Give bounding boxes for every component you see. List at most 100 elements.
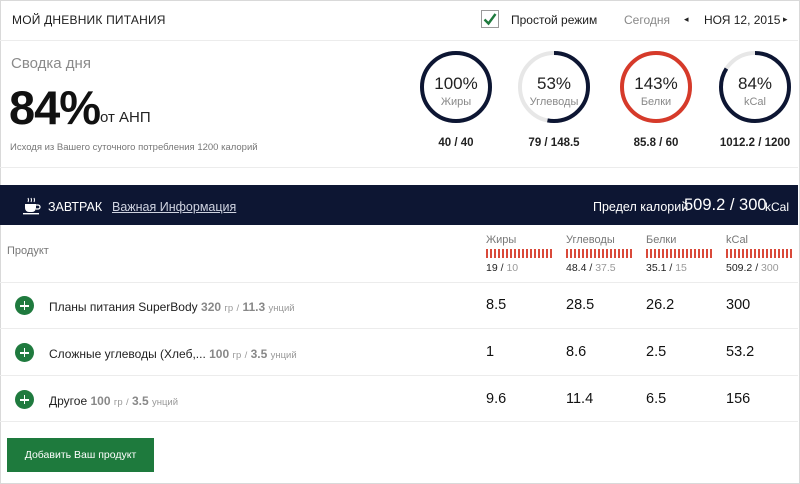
carbs-column-header: Углеводы	[566, 234, 615, 246]
kcal-label: kCal	[743, 96, 766, 108]
carbs-cell: 28.5	[566, 297, 595, 313]
protein-over-limit-bar	[646, 249, 712, 258]
kcal-cell: 156	[726, 391, 751, 407]
fat-limit: 10	[506, 262, 519, 274]
kcal-percent: 84%	[737, 74, 773, 93]
protein-cell: 26.2	[646, 297, 675, 313]
fat-over-limit-bar	[486, 249, 552, 258]
fat-column-totals: 19 / 10	[486, 262, 519, 274]
fat-column-header: Жиры	[486, 234, 517, 246]
simple-mode-label[interactable]: Простой режим	[511, 13, 598, 27]
meal-header	[0, 185, 798, 225]
carbs-eaten: 48.4	[566, 262, 587, 274]
divider	[0, 328, 798, 329]
fat-eaten: 19	[486, 262, 498, 274]
add-your-product-button[interactable]: Добавить Ваш продукт	[7, 438, 154, 472]
add-product-button[interactable]	[15, 390, 34, 409]
protein-cell: 6.5	[646, 391, 667, 407]
protein-value: 85.8 / 60	[633, 137, 679, 149]
grams-unit: гр	[224, 303, 234, 314]
kcal-cell: 300	[726, 297, 751, 313]
product-column-header: Продукт	[7, 245, 49, 257]
fat-cell: 8.5	[486, 297, 507, 313]
add-product-button[interactable]	[15, 343, 34, 362]
kcal-column-header: kCal	[726, 234, 749, 246]
product-ounces: 11.3	[242, 300, 266, 314]
ring-carbs	[517, 50, 591, 129]
carbs-limit: 37.5	[595, 262, 616, 274]
product-ounces: 3.5	[131, 394, 149, 408]
divider	[0, 421, 798, 422]
today-link[interactable]: Сегодня	[624, 13, 670, 27]
prev-day-icon[interactable]: ◂	[684, 14, 689, 24]
ring-protein	[619, 50, 693, 129]
next-day-icon[interactable]: ▸	[783, 14, 788, 24]
product-grams: 100	[90, 394, 111, 408]
carbs-label: Углеводы	[529, 96, 579, 108]
product-name: Сложные углеводы (Хлеб,...	[49, 347, 206, 361]
table-row: Планы питания SuperBody 320 гр / 11.3 ун…	[49, 300, 295, 314]
protein-percent: 143%	[634, 74, 678, 93]
add-product-button[interactable]	[15, 296, 34, 315]
product-grams: 320	[201, 300, 222, 314]
divider	[0, 167, 798, 168]
ounces-unit: унций	[268, 303, 295, 314]
product-ounces: 3.5	[250, 347, 268, 361]
calorie-limit-value: 509.2 / 300	[684, 196, 767, 214]
product-grams: 100	[209, 347, 230, 361]
calorie-limit-unit: kCal	[765, 200, 790, 214]
protein-label: Белки	[640, 96, 672, 108]
simple-mode-checkbox[interactable]	[481, 10, 499, 28]
protein-limit: 15	[675, 262, 687, 274]
table-row: Сложные углеводы (Хлеб,... 100 гр / 3.5 …	[49, 347, 297, 361]
kcal-cell: 53.2	[726, 344, 755, 360]
product-name: Другое	[49, 394, 88, 408]
table-row: Другое 100 гр / 3.5 унций	[49, 394, 179, 408]
important-info-link[interactable]: Важная Информация	[112, 200, 237, 214]
app-title: МОЙ ДНЕВНИК ПИТАНИЯ	[12, 13, 166, 27]
divider	[0, 40, 798, 41]
ounces-unit: унций	[270, 350, 297, 361]
basis-text: Исходя из Вашего суточного потребления 1…	[10, 142, 258, 153]
carbs-percent: 53%	[536, 74, 572, 93]
protein-cell: 2.5	[646, 344, 667, 360]
grams-unit: гр	[113, 397, 123, 408]
protein-eaten: 35.1	[646, 262, 667, 274]
calorie-limit-label: Предел калорий	[593, 200, 689, 214]
daily-percent-label: от АНП	[100, 109, 151, 126]
carbs-cell: 11.4	[566, 391, 594, 407]
meal-name: ЗАВТРАК	[48, 200, 103, 214]
daily-percent: 84%	[9, 81, 101, 134]
carbs-cell: 8.6	[566, 344, 587, 360]
divider	[0, 282, 798, 283]
fat-value: 40 / 40	[438, 137, 474, 149]
fat-progress-ring	[420, 51, 492, 123]
fat-cell: 9.6	[486, 391, 507, 407]
fat-cell: 1	[486, 344, 495, 360]
carbs-column-totals: 48.4 / 37.5	[566, 262, 616, 274]
fat-percent: 100%	[434, 74, 478, 93]
kcal-progress-ring	[719, 51, 791, 123]
ring-kcal	[718, 50, 792, 129]
current-date: НОЯ 12, 2015	[704, 13, 781, 27]
coffee-cup-icon	[22, 197, 42, 220]
kcal-limit: 300	[761, 262, 779, 274]
fat-label: Жиры	[440, 96, 472, 108]
ring-fat	[419, 50, 493, 129]
protein-column-header: Белки	[646, 234, 677, 246]
carbs-progress-ring	[518, 51, 590, 123]
carbs-value: 79 / 148.5	[528, 137, 580, 149]
divider	[0, 375, 798, 376]
protein-progress-ring	[620, 51, 692, 123]
ounces-unit: унций	[151, 397, 179, 408]
kcal-over-limit-bar	[726, 249, 792, 258]
grams-unit: гр	[232, 350, 242, 361]
summary-title: Сводка дня	[11, 55, 91, 72]
kcal-eaten: 509.2	[726, 262, 753, 274]
kcal-value: 1012.2 / 1200	[719, 137, 791, 149]
kcal-column-totals: 509.2 / 300	[726, 262, 779, 274]
protein-column-totals: 35.1 / 15	[646, 262, 687, 274]
product-name: Планы питания SuperBody	[49, 300, 198, 314]
carbs-over-limit-bar	[566, 249, 632, 258]
checkmark-icon	[483, 13, 497, 26]
